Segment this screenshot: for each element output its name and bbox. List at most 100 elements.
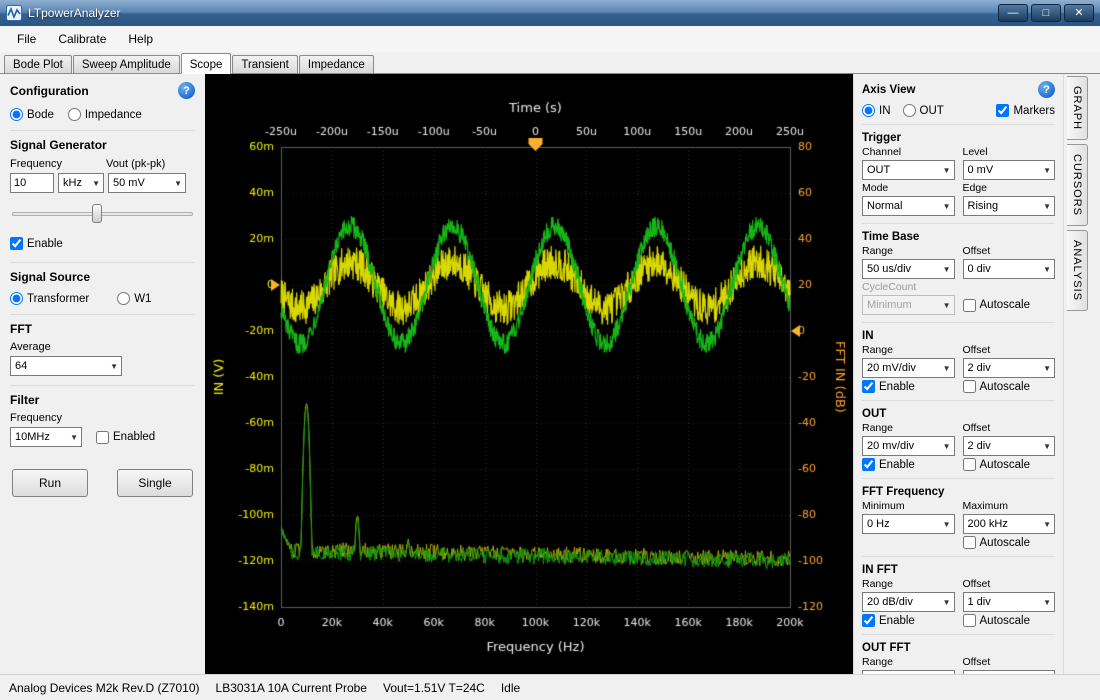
radio-transformer-input[interactable] [10, 292, 23, 305]
filter-enabled-input[interactable] [96, 431, 109, 444]
menu-file[interactable]: File [6, 28, 47, 50]
filter-group: Filter Frequency 10MHz▼ Enabled [10, 385, 195, 447]
axis-out-input[interactable] [903, 104, 916, 117]
radio-w1[interactable]: W1 [117, 292, 151, 305]
status-device: Analog Devices M2k Rev.D (Z7010) [9, 681, 200, 695]
combo-value: 2 div [968, 362, 991, 374]
run-button[interactable]: Run [12, 469, 88, 497]
trigger-level-select[interactable]: 0 mV▼ [963, 160, 1056, 180]
out-enable-label: Enable [879, 459, 915, 471]
status-state: Idle [501, 681, 520, 695]
side-tab-cursors[interactable]: CURSORS [1067, 144, 1088, 226]
average-select[interactable]: 64▼ [10, 356, 122, 376]
filter-enabled-checkbox[interactable]: Enabled [96, 431, 155, 444]
fft-max-select[interactable]: 200 kHz▼ [963, 514, 1056, 534]
side-tab-analysis[interactable]: ANALYSIS [1067, 230, 1088, 311]
in-fft-title: IN FFT [862, 564, 898, 576]
close-button[interactable]: ✕ [1064, 4, 1094, 22]
out-enable-input[interactable] [862, 458, 875, 471]
timebase-autoscale-input[interactable] [963, 299, 976, 312]
in-fft-offset-select[interactable]: 1 div▼ [963, 592, 1056, 612]
configuration-title: Configuration [10, 84, 89, 98]
out-range-select[interactable]: 20 mv/div▼ [862, 436, 955, 456]
single-button[interactable]: Single [117, 469, 193, 497]
trigger-edge-select[interactable]: Rising▼ [963, 196, 1056, 216]
signal-generator-title: Signal Generator [10, 138, 107, 152]
axis-in-radio[interactable]: IN [862, 104, 891, 117]
siggen-enable-input[interactable] [10, 237, 23, 250]
in-range-select[interactable]: 20 mV/div▼ [862, 358, 955, 378]
trigger-mode-select[interactable]: Normal▼ [862, 196, 955, 216]
tab-scope[interactable]: Scope [181, 53, 232, 74]
chevron-down-icon: ▼ [941, 166, 951, 175]
radio-impedance[interactable]: Impedance [68, 108, 142, 121]
menu-help[interactable]: Help [117, 28, 164, 50]
chevron-down-icon: ▼ [1041, 166, 1051, 175]
combo-value: 10MHz [15, 431, 50, 443]
timebase-range-label: Range [862, 245, 955, 257]
configuration-options: Bode Impedance [10, 108, 195, 121]
out-enable-checkbox[interactable]: Enable [862, 458, 955, 471]
fft-frequency-autoscale-input[interactable] [963, 536, 976, 549]
in-fft-autoscale-input[interactable] [963, 614, 976, 627]
in-fft-autoscale-checkbox[interactable]: Autoscale [963, 614, 1056, 627]
radio-bode-label: Bode [27, 109, 54, 121]
scope-canvas[interactable] [205, 74, 853, 674]
markers-checkbox[interactable]: Markers [996, 104, 1055, 117]
in-fft-range-select[interactable]: 20 dB/div▼ [862, 592, 955, 612]
signal-source-group: Signal Source Transformer W1 [10, 262, 195, 305]
filter-frequency-label: Frequency [10, 412, 195, 424]
radio-bode-input[interactable] [10, 108, 23, 121]
out-offset-select[interactable]: 2 div▼ [963, 436, 1056, 456]
siggen-enable-checkbox[interactable]: Enable [10, 237, 63, 250]
out-autoscale-input[interactable] [963, 458, 976, 471]
tab-impedance[interactable]: Impedance [299, 55, 374, 73]
menu-calibrate[interactable]: Calibrate [47, 28, 117, 50]
in-fft-enable-input[interactable] [862, 614, 875, 627]
in-enable-checkbox[interactable]: Enable [862, 380, 955, 393]
radio-bode[interactable]: Bode [10, 108, 54, 121]
in-offset-select[interactable]: 2 div▼ [963, 358, 1056, 378]
axis-out-radio[interactable]: OUT [903, 104, 944, 117]
timebase-range-select[interactable]: 50 us/div▼ [862, 259, 955, 279]
in-autoscale-checkbox[interactable]: Autoscale [963, 380, 1056, 393]
tab-bode-plot[interactable]: Bode Plot [4, 55, 72, 73]
timebase-offset-label: Offset [963, 245, 1056, 257]
timebase-autoscale-checkbox[interactable]: Autoscale [963, 299, 1056, 312]
in-enable-input[interactable] [862, 380, 875, 393]
frequency-unit-select[interactable]: kHz▼ [58, 173, 104, 193]
minimize-button[interactable]: — [998, 4, 1028, 22]
radio-impedance-input[interactable] [68, 108, 81, 121]
markers-input[interactable] [996, 104, 1009, 117]
trigger-level-label: Level [963, 146, 1056, 158]
frequency-input[interactable] [10, 173, 54, 193]
amplitude-slider[interactable] [12, 203, 193, 225]
timebase-title: Time Base [862, 231, 919, 243]
maximize-button[interactable]: □ [1031, 4, 1061, 22]
side-tab-graph[interactable]: GRAPH [1067, 76, 1088, 140]
help-icon-configuration[interactable]: ? [178, 82, 195, 99]
out-autoscale-checkbox[interactable]: Autoscale [963, 458, 1056, 471]
in-fft-enable-checkbox[interactable]: Enable [862, 614, 955, 627]
help-icon-axis-view[interactable]: ? [1038, 81, 1055, 98]
axis-in-input[interactable] [862, 104, 875, 117]
in-autoscale-input[interactable] [963, 380, 976, 393]
fft-min-select[interactable]: 0 Hz▼ [862, 514, 955, 534]
titlebar: LTpowerAnalyzer — □ ✕ [0, 0, 1100, 26]
statusbar: Analog Devices M2k Rev.D (Z7010) LB3031A… [0, 674, 1100, 700]
radio-transformer[interactable]: Transformer [10, 292, 89, 305]
combo-value: Rising [968, 200, 999, 212]
vout-label: Vout (pk-pk) [106, 158, 165, 170]
vout-select[interactable]: 50 mV▼ [108, 173, 186, 193]
radio-impedance-label: Impedance [85, 109, 142, 121]
filter-frequency-select[interactable]: 10MHz▼ [10, 427, 82, 447]
combo-value: Normal [867, 200, 902, 212]
radio-w1-input[interactable] [117, 292, 130, 305]
tab-sweep-amplitude[interactable]: Sweep Amplitude [73, 55, 180, 73]
trigger-channel-select[interactable]: OUT▼ [862, 160, 955, 180]
fft-frequency-autoscale-checkbox[interactable]: Autoscale [963, 536, 1056, 549]
timebase-offset-select[interactable]: 0 div▼ [963, 259, 1056, 279]
tab-transient[interactable]: Transient [232, 55, 298, 73]
slider-thumb[interactable] [92, 204, 102, 223]
fft-min-label: Minimum [862, 500, 955, 512]
